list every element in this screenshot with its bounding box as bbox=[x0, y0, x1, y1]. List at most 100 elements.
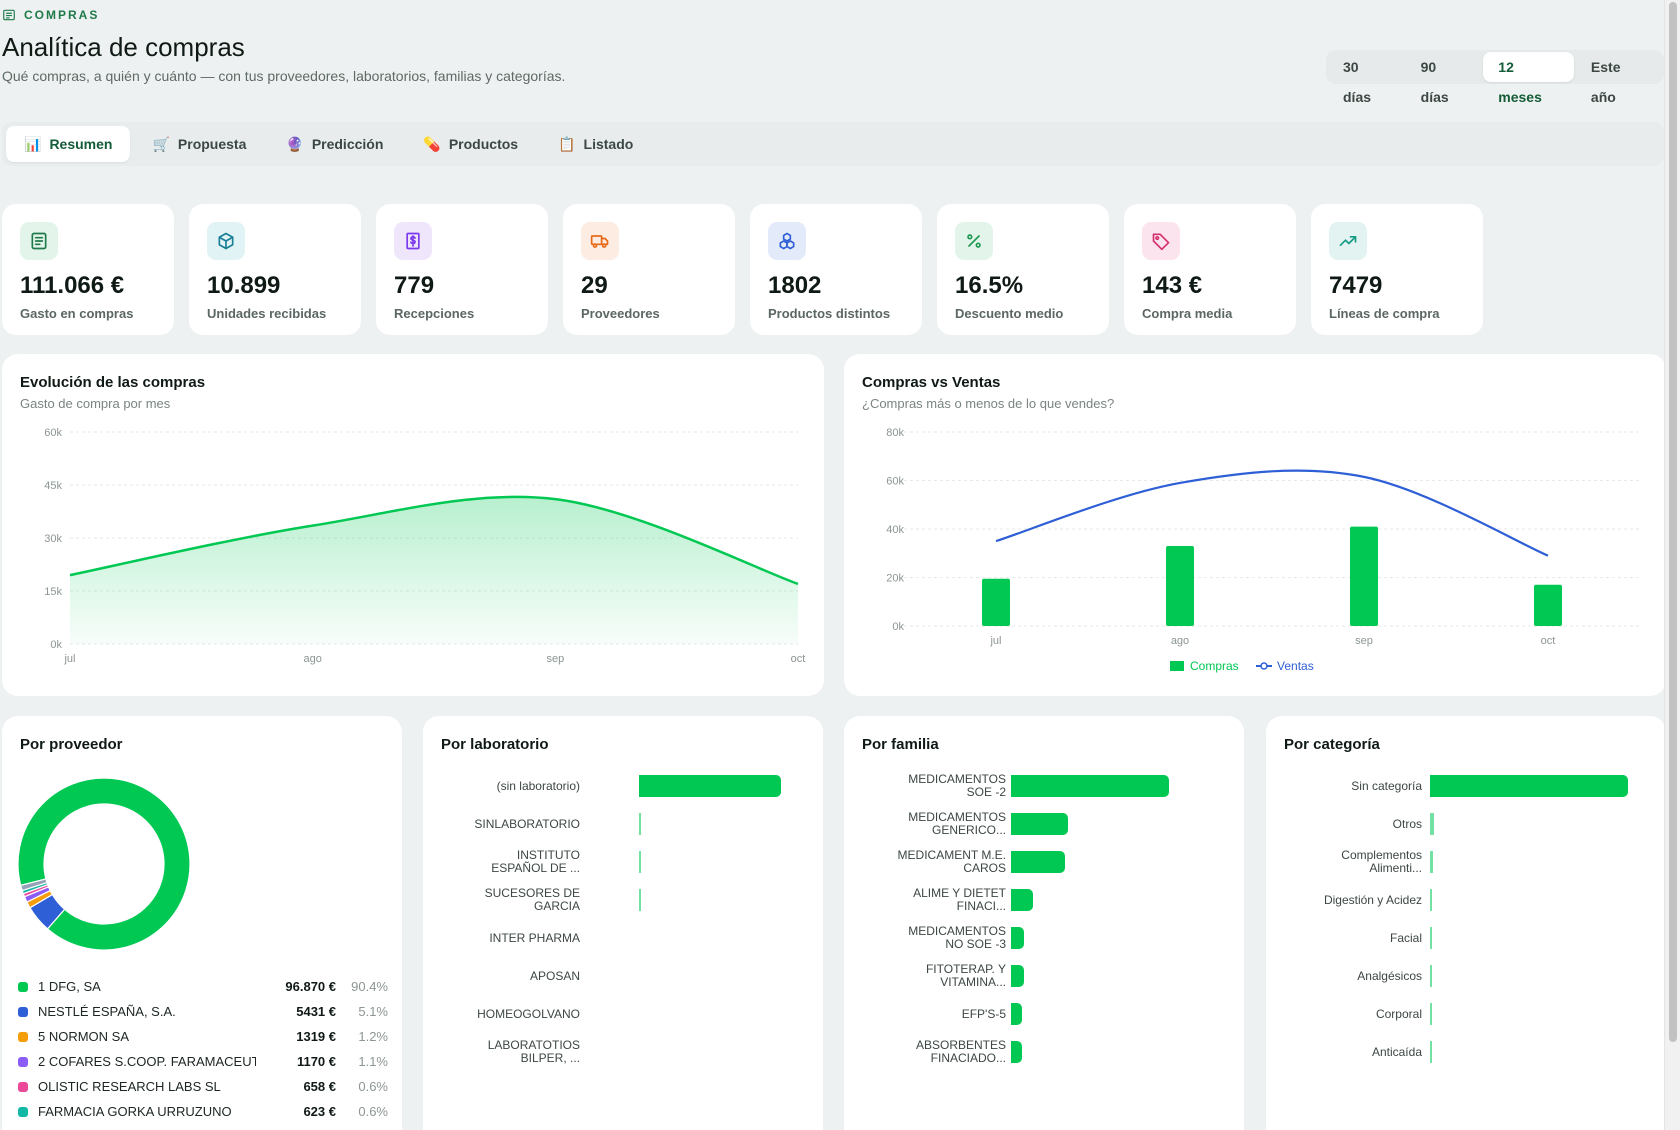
legend-row[interactable]: 5 NORMON SA 1319 € 1.2% bbox=[18, 1024, 388, 1049]
supplier-name: OLISTIC RESEARCH LABS SL bbox=[38, 1079, 221, 1094]
categoria-label: Facial bbox=[1389, 930, 1422, 945]
legend-row[interactable]: OLISTIC RESEARCH LABS SL 658 € 0.6% bbox=[18, 1074, 388, 1099]
familia-bar[interactable] bbox=[1011, 965, 1024, 987]
label-line: APOSAN bbox=[529, 968, 580, 983]
kpi-label: Gasto en compras bbox=[20, 306, 134, 321]
x-tick-label: oct bbox=[791, 653, 806, 665]
kpi-value: 16.5% bbox=[955, 272, 1024, 299]
tab-label: Productos bbox=[448, 136, 519, 152]
y-tick-label: 60k bbox=[886, 476, 904, 488]
label-line: ABSORBENTES bbox=[915, 1038, 1006, 1052]
tab-listado[interactable]: 📋 Listado bbox=[540, 126, 651, 162]
categoria-bar[interactable] bbox=[1430, 965, 1432, 987]
compras-bar[interactable] bbox=[982, 578, 1010, 626]
categoria-label: Corporal bbox=[1376, 1007, 1422, 1021]
kpi-card-unidades-recibidas: 10.899 Unidades recibidas bbox=[189, 204, 361, 335]
legend-label: Compras bbox=[1190, 659, 1239, 673]
tab-resumen[interactable]: 📊 Resumen bbox=[6, 126, 131, 162]
familia-bar[interactable] bbox=[1011, 851, 1065, 873]
categoria-bar[interactable] bbox=[1430, 775, 1628, 797]
legend-row[interactable]: 1 DFG, SA 96.870 € 90.4% bbox=[18, 974, 388, 999]
bar-chart-icon: 📊 bbox=[24, 135, 42, 152]
legend-dot bbox=[18, 1006, 28, 1017]
supplier-name: 2 COFARES S.COOP. FARAMACEUTICA bbox=[38, 1054, 256, 1069]
label-line: INSTITUTO bbox=[516, 848, 580, 862]
categoria-bar[interactable] bbox=[1430, 1041, 1432, 1063]
proveedor-donut bbox=[17, 777, 191, 951]
kpi-label: Compra media bbox=[1142, 306, 1233, 321]
categoria-bar[interactable] bbox=[1430, 1003, 1432, 1025]
label-line: Facial bbox=[1389, 930, 1422, 945]
legend-row[interactable]: FARMACIA GORKA URRUZUNO 623 € 0.6% bbox=[18, 1099, 388, 1124]
laboratorio-label: APOSAN bbox=[529, 968, 580, 983]
categoria-label: Complementos Alimenti... bbox=[1341, 849, 1422, 875]
x-tick-label: oct bbox=[1541, 635, 1556, 647]
compras-bar[interactable] bbox=[1350, 526, 1378, 626]
page-title: Analítica de compras bbox=[2, 32, 245, 62]
scrollbar-thumb[interactable] bbox=[1669, 2, 1677, 1042]
trend-up-icon bbox=[1329, 222, 1367, 260]
range-option-12-meses[interactable]: 12 meses bbox=[1483, 52, 1574, 105]
kpi-card-recepciones: 779 Recepciones bbox=[376, 204, 548, 335]
tab-propuesta[interactable]: 🛒 Propuesta bbox=[134, 126, 264, 162]
clipboard-icon: 📋 bbox=[558, 135, 576, 152]
familia-bar[interactable] bbox=[1011, 1041, 1023, 1063]
familia-label: MEDICAMENT M.E. CAROS bbox=[898, 849, 1006, 875]
receipt-icon bbox=[394, 222, 432, 260]
percent-icon bbox=[955, 222, 993, 260]
familia-bar[interactable] bbox=[1011, 813, 1068, 835]
page-scrollbar[interactable] bbox=[1664, 0, 1680, 1130]
legend-row[interactable]: NESTLÉ ESPAÑA, S.A. 5431 € 5.1% bbox=[18, 999, 388, 1024]
proveedor-title: Por proveedor bbox=[20, 736, 123, 753]
legend-dot bbox=[18, 1081, 28, 1092]
y-tick-label: 45k bbox=[44, 480, 62, 492]
proveedor-card: Por proveedor 1 DFG, SA 96.870 € 90.4% NEST… bbox=[2, 716, 402, 1130]
familia-bar[interactable] bbox=[1011, 927, 1024, 949]
range-option-90-dias[interactable]: 90 días bbox=[1420, 59, 1449, 105]
laboratorio-bar[interactable] bbox=[639, 775, 781, 797]
donut-slice-1-dfg-sa[interactable] bbox=[17, 777, 191, 951]
categoria-bar[interactable] bbox=[1430, 813, 1434, 835]
kpi-value: 10.899 bbox=[207, 272, 281, 299]
categoria-label: Otros bbox=[1393, 817, 1422, 831]
y-tick-label: 40k bbox=[886, 524, 904, 536]
familia-bar[interactable] bbox=[1011, 889, 1034, 911]
laboratorio-bar[interactable] bbox=[639, 813, 641, 835]
register-icon bbox=[3, 9, 15, 21]
laboratorio-bar[interactable] bbox=[639, 851, 641, 873]
y-tick-label: 80k bbox=[886, 427, 904, 439]
range-option-este-ano[interactable]: Este año bbox=[1590, 59, 1621, 105]
familia-bar[interactable] bbox=[1011, 775, 1169, 797]
categoria-bar[interactable] bbox=[1430, 889, 1433, 911]
categoria-bar[interactable] bbox=[1430, 927, 1432, 949]
legend-dot bbox=[18, 1056, 28, 1067]
range-option-30-dias[interactable]: 30 días bbox=[1343, 59, 1372, 105]
label-line: SOE -2 bbox=[966, 785, 1006, 799]
supplier-amount: 96.870 € bbox=[285, 979, 336, 994]
compras-bar[interactable] bbox=[1534, 584, 1562, 626]
y-tick-label: 0k bbox=[892, 621, 904, 633]
vs-subtitle: ¿Compras más o menos de lo que vendes? bbox=[862, 396, 1115, 411]
legend-dot bbox=[18, 981, 28, 992]
tab-prediccion[interactable]: 🔮 Predicción bbox=[268, 126, 401, 162]
donut-slice-otros[interactable] bbox=[19, 878, 48, 892]
page-subtitle: Qué compras, a quién y cuánto — con tus … bbox=[2, 68, 566, 84]
label-line: CAROS bbox=[963, 861, 1006, 875]
label-line: SUCESORES DE bbox=[484, 886, 580, 900]
categoria-bar[interactable] bbox=[1430, 851, 1433, 873]
x-tick-label: sep bbox=[546, 653, 564, 665]
compras-bar[interactable] bbox=[1166, 545, 1194, 626]
familia-bar[interactable] bbox=[1011, 1003, 1023, 1025]
supplier-percent: 1.1% bbox=[358, 1054, 388, 1069]
laboratorio-bar[interactable] bbox=[639, 889, 641, 911]
label-line: FINACI... bbox=[956, 899, 1006, 913]
categoria-label: Sin categoría bbox=[1351, 779, 1422, 793]
supplier-percent: 5.1% bbox=[358, 1004, 388, 1019]
legend-row[interactable]: 2 COFARES S.COOP. FARAMACEUTICA 1170 € 1.1… bbox=[18, 1049, 388, 1074]
supplier-percent: 90.4% bbox=[351, 979, 388, 994]
supplier-amount: 1319 € bbox=[296, 1029, 336, 1044]
tab-productos[interactable]: 💊 Productos bbox=[405, 126, 536, 162]
supplier-percent: 0.6% bbox=[358, 1104, 388, 1119]
y-tick-label: 30k bbox=[44, 533, 62, 545]
kpi-label: Unidades recibidas bbox=[207, 306, 327, 321]
